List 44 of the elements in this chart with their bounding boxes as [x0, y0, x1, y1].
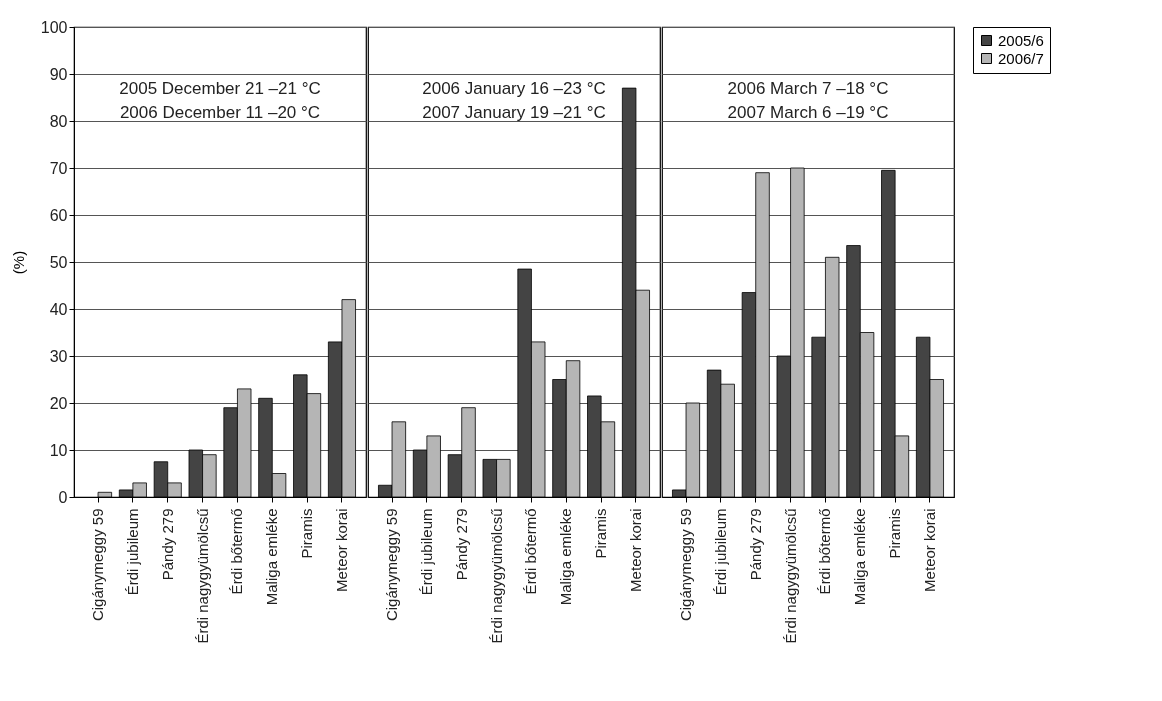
annotation: 2006 December 11 –20 °C [119, 103, 321, 122]
x-tick-label: Piramis [592, 508, 610, 559]
y-tick-label: 50 [49, 253, 68, 271]
y-tick-label: 30 [49, 347, 68, 365]
y-tick-label: 10 [49, 441, 68, 459]
x-tick-label: Meteor korai [920, 508, 938, 592]
x-tick-label: Érdi bőtermő [816, 508, 834, 595]
x-tick-label: Meteor korai [626, 508, 644, 592]
y-tick-label: 100 [40, 18, 68, 36]
y-axis-title: (%) [9, 250, 27, 275]
x-tick-label: Cigánymeggy 59 [677, 508, 695, 622]
annotation: 2006 March 7 –18 °C [727, 79, 889, 98]
x-tick-label: Meteor korai [332, 508, 350, 592]
annotation: 2006 January 16 –23 °C [422, 79, 606, 98]
annotation: 2005 December 21 –21 °C [119, 79, 321, 98]
x-tick-label: Maliga emléke [557, 508, 575, 606]
y-tick-label: 20 [49, 394, 68, 412]
x-tick-label: Érdi jubileum [123, 508, 141, 596]
y-tick-label: 40 [49, 300, 68, 318]
x-tick-label: Érdi jubileum [711, 508, 729, 596]
x-tick-label: Érdi nagygyümölcsű [193, 508, 211, 644]
legend-label: 2005/6 [998, 31, 1044, 49]
x-tick-label: Pándy 279 [452, 508, 470, 581]
x-tick-label: Cigánymeggy 59 [89, 508, 107, 622]
x-tick-label: Cigánymeggy 59 [383, 508, 401, 622]
x-tick-label: Érdi bőtermő [522, 508, 540, 595]
x-tick-label: Maliga emléke [263, 508, 281, 606]
x-tick-label: Maliga emléke [851, 508, 869, 606]
y-tick-label: 70 [49, 159, 68, 177]
x-tick-label: Érdi nagygyümölcsű [781, 508, 799, 644]
x-tick-label: Érdi nagygyümölcsű [487, 508, 505, 644]
y-tick-label: 60 [49, 206, 68, 224]
x-tick-label: Pándy 279 [158, 508, 176, 581]
x-tick-label: Piramis [298, 508, 316, 559]
y-tick-label: 80 [49, 112, 68, 130]
x-tick-label: Pándy 279 [746, 508, 764, 581]
annotation: 2007 January 19 –21 °C [422, 103, 606, 122]
y-tick-label: 90 [49, 65, 68, 83]
y-tick-label: 0 [58, 488, 68, 506]
x-tick-label: Érdi bőtermő [228, 508, 246, 595]
x-tick-label: Piramis [886, 508, 904, 559]
legend-label: 2006/7 [998, 49, 1044, 67]
annotation: 2007 March 6 –19 °C [727, 103, 889, 122]
x-tick-label: Érdi jubileum [417, 508, 435, 596]
